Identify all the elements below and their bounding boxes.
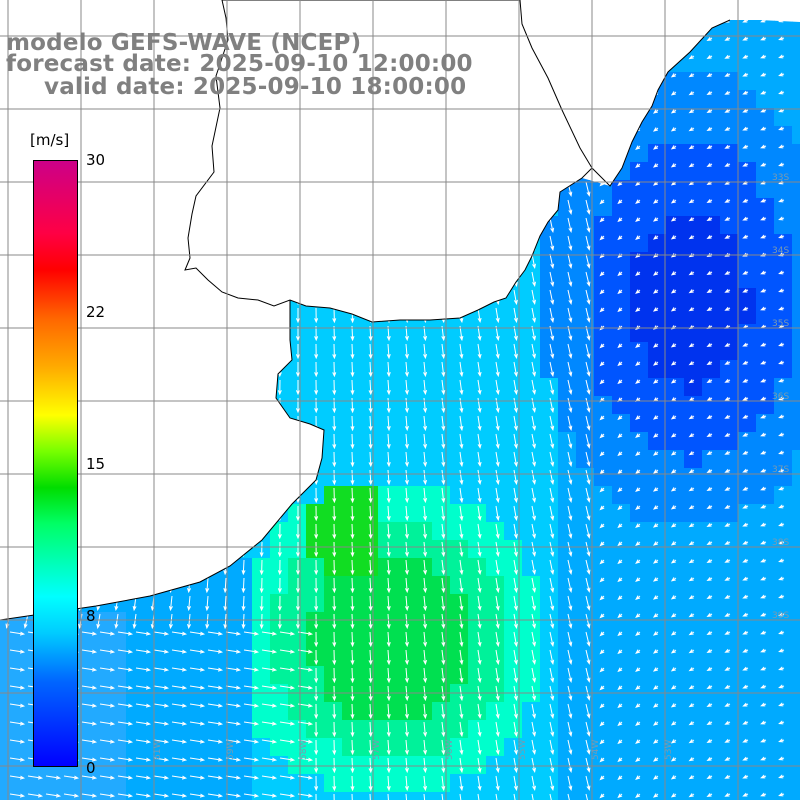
lat-label: 35S (772, 319, 789, 329)
colorbar-tick-0: 0 (86, 759, 96, 777)
colorbar-tick-15: 15 (86, 455, 106, 473)
colorbar (33, 160, 78, 767)
lon-label: 61W (153, 740, 163, 760)
forecast-date: forecast date: 2025-09-10 12:00:00 (6, 51, 473, 77)
lon-label: 56W (445, 740, 455, 760)
coastline-brazil (591, 19, 731, 187)
lon-label: 54W (591, 740, 601, 760)
lon-label: 53W (664, 740, 674, 760)
lon-label: 58W (299, 740, 309, 760)
lon-label: 59W (226, 740, 236, 760)
lon-label: 57W (372, 740, 382, 760)
colorbar-unit: [m/s] (30, 131, 70, 149)
lat-label: 39S (772, 611, 789, 621)
lat-label: 33S (772, 173, 789, 183)
lat-label: 38S (772, 538, 789, 548)
colorbar-tick-8: 8 (86, 607, 96, 625)
lat-label: 36S (772, 392, 789, 402)
coastline-argentina (0, 300, 325, 621)
colorbar-tick-22: 22 (86, 303, 106, 321)
land-uruguay (184, 0, 593, 323)
lat-label: 34S (772, 246, 789, 256)
lat-label: 37S (772, 465, 789, 475)
model-title: modelo GEFS-WAVE (NCEP) (6, 30, 362, 56)
colorbar-tick-30: 30 (86, 151, 106, 169)
valid-date: valid date: 2025-09-10 18:00:00 (44, 74, 467, 100)
lon-label: 55W (518, 740, 528, 760)
